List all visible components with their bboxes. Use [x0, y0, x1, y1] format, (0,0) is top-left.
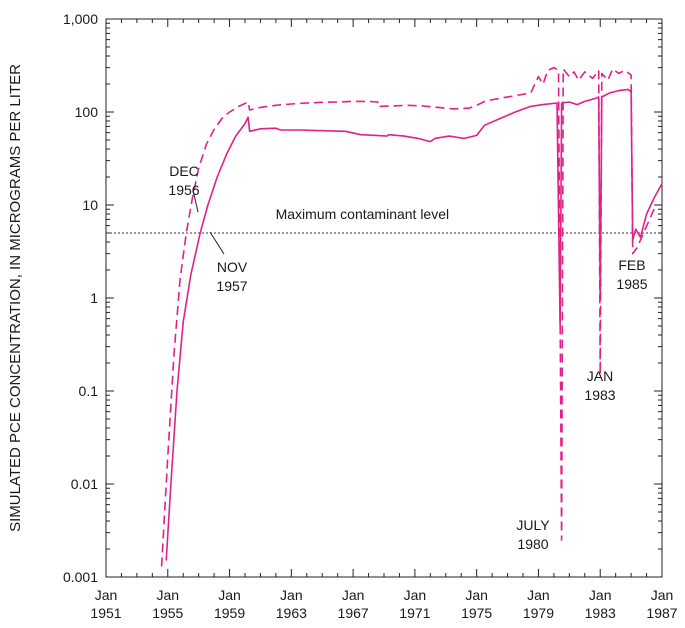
x-axis: Jan 1951 Jan 1955 Jan 1959 Jan 1963 Jan 1967 Jan 19…: [90, 19, 678, 621]
x-tick-label-year: 1967: [338, 605, 369, 621]
y-tick-label: 10: [82, 197, 98, 213]
x-tick-label-year: 1959: [214, 605, 245, 621]
annotation-label: DEC: [169, 163, 199, 179]
annotation-leader: [192, 189, 199, 213]
x-tick-label-month: Jan: [342, 587, 365, 603]
y-tick-label: 1: [90, 290, 98, 306]
x-tick-label-month: Jan: [218, 587, 241, 603]
y-tick-label: 0.001: [63, 569, 98, 585]
x-tick-label-year: 1975: [461, 605, 492, 621]
annotation-label: 1980: [517, 536, 548, 552]
x-tick-label-year: 1983: [585, 605, 616, 621]
x-tick-label-month: Jan: [527, 587, 550, 603]
x-tick-label-year: 1955: [152, 605, 183, 621]
y-tick-label: 1,000: [63, 11, 98, 27]
reference-line-group: Maximum contaminant level: [106, 206, 662, 234]
plot-frame: [105, 18, 663, 578]
y-tick-label: 0.1: [79, 383, 99, 399]
x-tick-label-month: Jan: [280, 587, 303, 603]
mcl-label: Maximum contaminant level: [276, 206, 450, 222]
annotation-label: NOV: [217, 259, 248, 275]
x-tick-label-month: Jan: [404, 587, 427, 603]
annotation-label: 1985: [616, 276, 647, 292]
x-tick-label-month: Jan: [156, 587, 179, 603]
annotation-label: JULY: [516, 517, 550, 533]
y-tick-label: 0.01: [71, 476, 98, 492]
annotation-label: 1983: [584, 387, 615, 403]
solid-series-line: [165, 88, 663, 561]
x-tick-label-month: Jan: [589, 587, 612, 603]
plot-area: Maximum contaminant level: [105, 18, 663, 578]
x-tick-label-year: 1987: [646, 605, 677, 621]
series-group: [160, 66, 663, 567]
x-tick-label-year: 1979: [523, 605, 554, 621]
x-tick-label-month: Jan: [465, 587, 488, 603]
annotation-leader: [209, 231, 225, 255]
x-tick-label-year: 1951: [90, 605, 121, 621]
annotation-label: FEB: [618, 257, 645, 273]
y-axis: 0.001 0.01 0.1 1 10 100 1,000: [63, 11, 662, 585]
annotations: DEC 1956 NOV 1957 JULY 1980 JAN 1983 FEB 1985: [168, 163, 647, 552]
x-tick-label-year: 1963: [276, 605, 307, 621]
annotation-label: JAN: [587, 368, 613, 384]
dashed-series-line: [160, 66, 657, 567]
y-axis-title: SIMULATED PCE CONCENTRATION, IN MICROGRA…: [7, 64, 24, 532]
y-tick-label: 100: [75, 104, 99, 120]
annotation-label: 1956: [168, 182, 199, 198]
x-tick-label-year: 1971: [399, 605, 430, 621]
x-tick-label-month: Jan: [651, 587, 674, 603]
x-tick-label-month: Jan: [95, 587, 118, 603]
annotation-label: 1957: [216, 278, 247, 294]
